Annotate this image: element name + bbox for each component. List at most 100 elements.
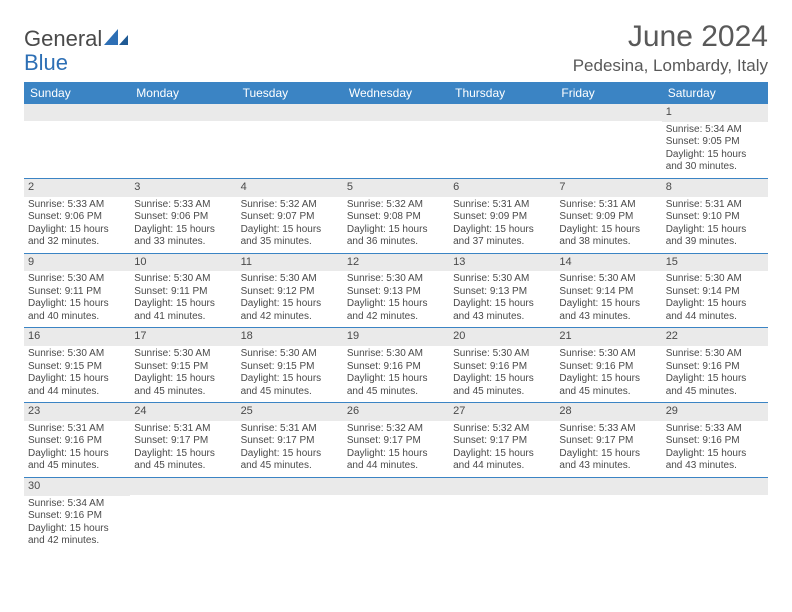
sunrise-text: Sunrise: 5:30 AM bbox=[559, 348, 657, 361]
day-cell bbox=[237, 104, 343, 178]
sunrise-text: Sunrise: 5:31 AM bbox=[28, 423, 126, 436]
daylight-text-2: and 36 minutes. bbox=[347, 236, 445, 249]
day-number: 30 bbox=[24, 478, 130, 496]
sunrise-text: Sunrise: 5:30 AM bbox=[134, 348, 232, 361]
calendar-week: 23Sunrise: 5:31 AMSunset: 9:16 PMDayligh… bbox=[24, 403, 768, 478]
sunset-text: Sunset: 9:16 PM bbox=[28, 510, 126, 523]
sunset-text: Sunset: 9:05 PM bbox=[666, 136, 764, 149]
day-body: Sunrise: 5:32 AMSunset: 9:07 PMDaylight:… bbox=[237, 197, 343, 253]
sunset-text: Sunset: 9:15 PM bbox=[134, 361, 232, 374]
daylight-text-2: and 43 minutes. bbox=[559, 460, 657, 473]
daylight-text-2: and 44 minutes. bbox=[666, 311, 764, 324]
daylight-text-2: and 38 minutes. bbox=[559, 236, 657, 249]
daylight-text-2: and 45 minutes. bbox=[666, 386, 764, 399]
daylight-text: Daylight: 15 hours bbox=[559, 298, 657, 311]
daylight-text-2: and 42 minutes. bbox=[347, 311, 445, 324]
day-cell: 7Sunrise: 5:31 AMSunset: 9:09 PMDaylight… bbox=[555, 178, 661, 253]
daylight-text-2: and 45 minutes. bbox=[559, 386, 657, 399]
daylight-text-2: and 44 minutes. bbox=[453, 460, 551, 473]
day-body: Sunrise: 5:32 AMSunset: 9:08 PMDaylight:… bbox=[343, 197, 449, 253]
day-number: 22 bbox=[662, 328, 768, 346]
daylight-text: Daylight: 15 hours bbox=[666, 298, 764, 311]
day-cell: 9Sunrise: 5:30 AMSunset: 9:11 PMDaylight… bbox=[24, 253, 130, 328]
day-number: 12 bbox=[343, 254, 449, 272]
day-cell: 1Sunrise: 5:34 AMSunset: 9:05 PMDaylight… bbox=[662, 104, 768, 178]
title-block: June 2024 Pedesina, Lombardy, Italy bbox=[573, 20, 768, 76]
day-body: Sunrise: 5:30 AMSunset: 9:12 PMDaylight:… bbox=[237, 271, 343, 327]
logo: General bbox=[24, 26, 130, 52]
daylight-text: Daylight: 15 hours bbox=[666, 373, 764, 386]
day-body: Sunrise: 5:34 AMSunset: 9:05 PMDaylight:… bbox=[662, 122, 768, 178]
day-cell: 18Sunrise: 5:30 AMSunset: 9:15 PMDayligh… bbox=[237, 328, 343, 403]
logo-subtext: Blue bbox=[24, 50, 68, 76]
daylight-text-2: and 45 minutes. bbox=[453, 386, 551, 399]
empty-day-header bbox=[555, 104, 661, 121]
sunset-text: Sunset: 9:17 PM bbox=[559, 435, 657, 448]
daylight-text-2: and 35 minutes. bbox=[241, 236, 339, 249]
day-cell: 8Sunrise: 5:31 AMSunset: 9:10 PMDaylight… bbox=[662, 178, 768, 253]
daylight-text-2: and 43 minutes. bbox=[559, 311, 657, 324]
day-body: Sunrise: 5:30 AMSunset: 9:13 PMDaylight:… bbox=[449, 271, 555, 327]
day-body: Sunrise: 5:30 AMSunset: 9:14 PMDaylight:… bbox=[662, 271, 768, 327]
day-cell: 23Sunrise: 5:31 AMSunset: 9:16 PMDayligh… bbox=[24, 403, 130, 478]
day-number: 15 bbox=[662, 254, 768, 272]
daylight-text-2: and 44 minutes. bbox=[28, 386, 126, 399]
day-cell: 15Sunrise: 5:30 AMSunset: 9:14 PMDayligh… bbox=[662, 253, 768, 328]
calendar-week: 1Sunrise: 5:34 AMSunset: 9:05 PMDaylight… bbox=[24, 104, 768, 178]
day-number: 16 bbox=[24, 328, 130, 346]
day-number: 11 bbox=[237, 254, 343, 272]
daylight-text: Daylight: 15 hours bbox=[347, 373, 445, 386]
daylight-text: Daylight: 15 hours bbox=[559, 224, 657, 237]
daylight-text: Daylight: 15 hours bbox=[134, 373, 232, 386]
day-cell: 26Sunrise: 5:32 AMSunset: 9:17 PMDayligh… bbox=[343, 403, 449, 478]
sunset-text: Sunset: 9:16 PM bbox=[347, 361, 445, 374]
dow-friday: Friday bbox=[555, 82, 661, 104]
daylight-text: Daylight: 15 hours bbox=[559, 373, 657, 386]
day-body: Sunrise: 5:30 AMSunset: 9:16 PMDaylight:… bbox=[343, 346, 449, 402]
daylight-text-2: and 45 minutes. bbox=[241, 460, 339, 473]
day-body: Sunrise: 5:32 AMSunset: 9:17 PMDaylight:… bbox=[449, 421, 555, 477]
daylight-text: Daylight: 15 hours bbox=[453, 224, 551, 237]
empty-day-header bbox=[449, 478, 555, 495]
sunset-text: Sunset: 9:06 PM bbox=[134, 211, 232, 224]
day-cell: 13Sunrise: 5:30 AMSunset: 9:13 PMDayligh… bbox=[449, 253, 555, 328]
sunrise-text: Sunrise: 5:30 AM bbox=[347, 348, 445, 361]
sunset-text: Sunset: 9:16 PM bbox=[28, 435, 126, 448]
sunset-text: Sunset: 9:14 PM bbox=[559, 286, 657, 299]
day-body: Sunrise: 5:33 AMSunset: 9:06 PMDaylight:… bbox=[130, 197, 236, 253]
day-number: 25 bbox=[237, 403, 343, 421]
calendar-week: 30Sunrise: 5:34 AMSunset: 9:16 PMDayligh… bbox=[24, 477, 768, 551]
day-number: 17 bbox=[130, 328, 236, 346]
daylight-text-2: and 41 minutes. bbox=[134, 311, 232, 324]
daylight-text: Daylight: 15 hours bbox=[666, 149, 764, 162]
sunset-text: Sunset: 9:14 PM bbox=[666, 286, 764, 299]
daylight-text: Daylight: 15 hours bbox=[28, 523, 126, 536]
day-cell bbox=[343, 104, 449, 178]
empty-day-header bbox=[130, 104, 236, 121]
daylight-text: Daylight: 15 hours bbox=[347, 224, 445, 237]
day-number: 28 bbox=[555, 403, 661, 421]
day-number: 6 bbox=[449, 179, 555, 197]
day-number: 5 bbox=[343, 179, 449, 197]
sunrise-text: Sunrise: 5:30 AM bbox=[28, 348, 126, 361]
sunrise-text: Sunrise: 5:33 AM bbox=[666, 423, 764, 436]
daylight-text: Daylight: 15 hours bbox=[453, 373, 551, 386]
day-body: Sunrise: 5:30 AMSunset: 9:11 PMDaylight:… bbox=[24, 271, 130, 327]
daylight-text-2: and 37 minutes. bbox=[453, 236, 551, 249]
calendar-week: 9Sunrise: 5:30 AMSunset: 9:11 PMDaylight… bbox=[24, 253, 768, 328]
day-number: 19 bbox=[343, 328, 449, 346]
day-number: 13 bbox=[449, 254, 555, 272]
day-cell: 29Sunrise: 5:33 AMSunset: 9:16 PMDayligh… bbox=[662, 403, 768, 478]
day-number: 14 bbox=[555, 254, 661, 272]
dow-monday: Monday bbox=[130, 82, 236, 104]
month-title: June 2024 bbox=[573, 20, 768, 54]
daylight-text-2: and 43 minutes. bbox=[666, 460, 764, 473]
day-number: 3 bbox=[130, 179, 236, 197]
day-body: Sunrise: 5:34 AMSunset: 9:16 PMDaylight:… bbox=[24, 496, 130, 552]
daylight-text-2: and 42 minutes. bbox=[28, 535, 126, 548]
sunset-text: Sunset: 9:15 PM bbox=[28, 361, 126, 374]
daylight-text: Daylight: 15 hours bbox=[134, 224, 232, 237]
sunset-text: Sunset: 9:17 PM bbox=[453, 435, 551, 448]
day-body: Sunrise: 5:31 AMSunset: 9:10 PMDaylight:… bbox=[662, 197, 768, 253]
day-cell: 12Sunrise: 5:30 AMSunset: 9:13 PMDayligh… bbox=[343, 253, 449, 328]
